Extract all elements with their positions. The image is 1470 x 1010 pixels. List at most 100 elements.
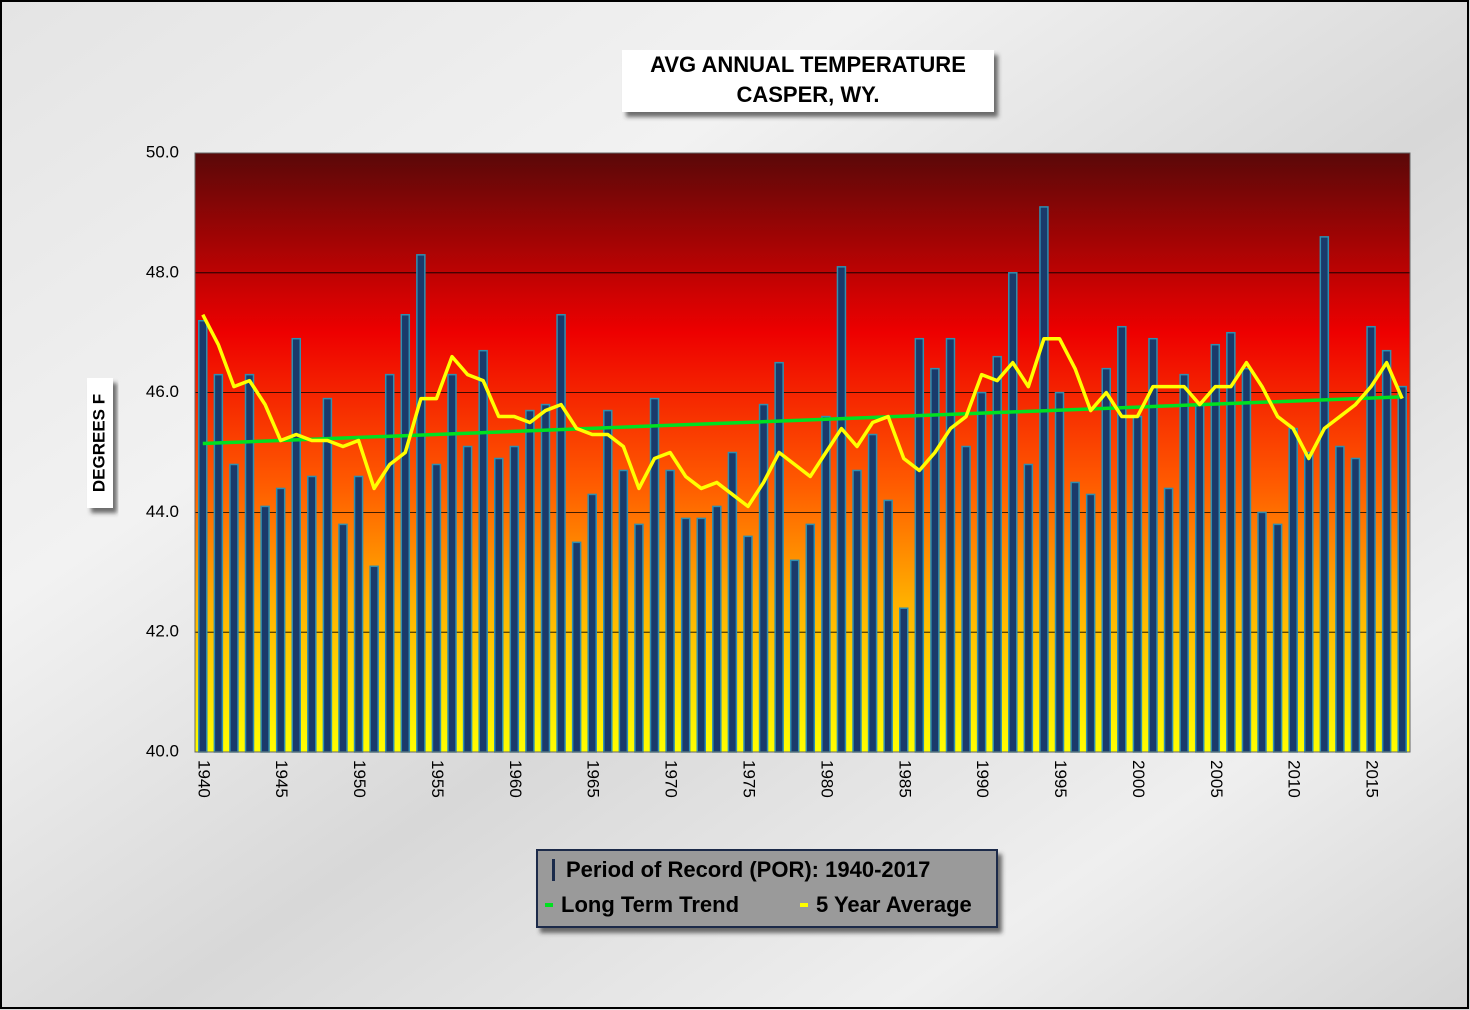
bar (1054, 391, 1065, 753)
bar (1163, 487, 1174, 753)
bar (665, 469, 675, 753)
bar (353, 475, 364, 753)
x-tick-label: 2015 (1363, 760, 1382, 798)
bar (198, 319, 208, 753)
bar (1304, 451, 1314, 753)
x-tick-label: 1980 (817, 760, 836, 798)
bar (852, 469, 862, 753)
bar (1397, 385, 1407, 753)
legend-label: Period of Record (POR): 1940-2017 (566, 857, 930, 882)
bar (416, 254, 426, 753)
bar (961, 445, 971, 753)
y-tick-label: 46.0 (146, 382, 179, 401)
bar (369, 565, 379, 753)
bar (213, 373, 224, 753)
bar (1335, 445, 1345, 753)
bar (758, 403, 769, 753)
legend-label: 5 Year Average (816, 892, 972, 917)
legend-box (536, 849, 998, 928)
bar (976, 391, 987, 753)
bar (1085, 493, 1096, 753)
bar (1272, 523, 1283, 753)
bar (1226, 331, 1236, 753)
line (202, 395, 1403, 446)
bar (1101, 367, 1111, 753)
bar (1319, 236, 1330, 753)
bar (1117, 325, 1127, 753)
legend-marker (800, 903, 808, 907)
x-tick-label: 1945 (272, 760, 291, 798)
bar (603, 409, 613, 753)
x-tick-label: 1965 (584, 760, 603, 798)
bar (244, 373, 255, 753)
bar (275, 487, 286, 753)
plot-border (194, 152, 1411, 753)
x-tick-label: 1990 (973, 760, 992, 798)
bar (1241, 367, 1252, 753)
y-tick-label: 42.0 (146, 622, 179, 641)
bar (1179, 373, 1189, 753)
bar (618, 469, 629, 753)
legend-marker (545, 903, 553, 907)
x-tick-label: 1960 (506, 760, 525, 798)
bar (556, 313, 566, 753)
x-tick-label: 2005 (1207, 760, 1226, 798)
plot-area (195, 153, 1410, 752)
y-tick-label: 40.0 (146, 741, 179, 760)
bar (1070, 481, 1080, 753)
y-tick-label: 44.0 (146, 502, 179, 521)
bar (1023, 463, 1034, 753)
bar (571, 541, 582, 753)
bar (821, 415, 831, 753)
bar (836, 266, 847, 753)
bar (462, 445, 473, 753)
bar (1194, 403, 1205, 753)
line (201, 313, 1404, 509)
bar (494, 457, 504, 753)
bar (525, 409, 535, 753)
bar (587, 493, 597, 753)
bar (992, 355, 1002, 753)
y-tick-label: 48.0 (146, 262, 179, 281)
bar (1288, 427, 1298, 753)
x-tick-label: 2000 (1129, 760, 1148, 798)
bar (400, 313, 411, 753)
chart-title: AVG ANNUAL TEMPERATURE (650, 52, 966, 77)
x-tick-label: 1955 (428, 760, 447, 798)
legend-label: Long Term Trend (561, 892, 739, 917)
bar (1381, 349, 1392, 753)
bar (1039, 206, 1049, 753)
bar (789, 559, 800, 753)
bar (914, 337, 925, 753)
bar (229, 463, 239, 753)
bar (649, 397, 660, 753)
bar (1257, 511, 1267, 753)
bar (1132, 415, 1143, 753)
bar (680, 517, 691, 753)
x-tick-label: 1975 (739, 760, 758, 798)
bar (260, 505, 270, 753)
bar (1148, 337, 1158, 753)
bar (509, 445, 520, 753)
bar (743, 535, 753, 753)
bar (883, 499, 893, 753)
bar (930, 367, 940, 753)
bar (338, 523, 348, 753)
bar (384, 373, 395, 753)
bar (540, 403, 551, 753)
x-tick-label: 1950 (350, 760, 369, 798)
bar (447, 373, 457, 753)
title-box (622, 50, 994, 112)
bar (945, 337, 956, 753)
bar (1350, 457, 1361, 753)
bar (1008, 272, 1018, 753)
bar (478, 349, 488, 753)
bar (634, 523, 644, 753)
x-tick-label: 1970 (662, 760, 681, 798)
y-axis-label: DEGREES F (89, 394, 108, 492)
x-tick-label: 2010 (1285, 760, 1304, 798)
bar (431, 463, 442, 753)
